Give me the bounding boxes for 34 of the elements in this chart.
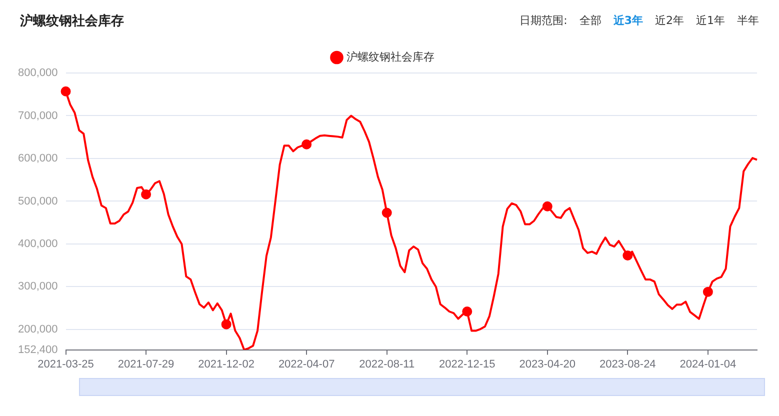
point [382, 208, 392, 218]
point [462, 306, 472, 317]
text: 半年 [737, 14, 759, 27]
y-tick-label: 500,000 [18, 195, 58, 208]
y-tick-label: 600,000 [18, 152, 58, 165]
point [141, 189, 152, 200]
text: 全部 [579, 14, 602, 27]
point [221, 319, 232, 330]
point [622, 250, 633, 261]
point [542, 201, 552, 212]
legend-label: 沪螺纹钢社会库存 [346, 50, 434, 64]
x-tick-label: 2024-01-04 [680, 358, 736, 370]
y-tick-label: 800,000 [18, 67, 58, 80]
point [302, 139, 312, 150]
x-tick-label: 2022-12-15 [438, 358, 496, 370]
x-tick-label: 2021-07-29 [118, 358, 174, 370]
text: 近3年 [613, 14, 643, 27]
point [702, 286, 713, 297]
x-tick-label: 2022-08-11 [359, 358, 415, 370]
x-tick-label: 2021-12-02 [198, 358, 254, 370]
text: 日期范围: [520, 14, 568, 27]
x-tick-label: 2023-08-24 [600, 358, 656, 370]
text: 近2年 [655, 14, 684, 27]
x-tick-label: 2022-04-07 [278, 358, 335, 370]
y-tick-label: 152,400 [18, 344, 58, 356]
point [60, 86, 71, 96]
y-tick-label: 300,000 [18, 280, 58, 293]
text: 近1年 [696, 14, 725, 27]
y-tick-label: 700,000 [18, 110, 58, 122]
y-tick-label: 200,000 [18, 323, 58, 336]
x-tick-label: 2023-04-20 [519, 358, 576, 370]
chart-title: 沪螺纹钢社会库存 [20, 12, 124, 30]
x-tick-label: 2021-03-25 [38, 358, 94, 370]
y-tick-label: 400,000 [18, 238, 58, 250]
